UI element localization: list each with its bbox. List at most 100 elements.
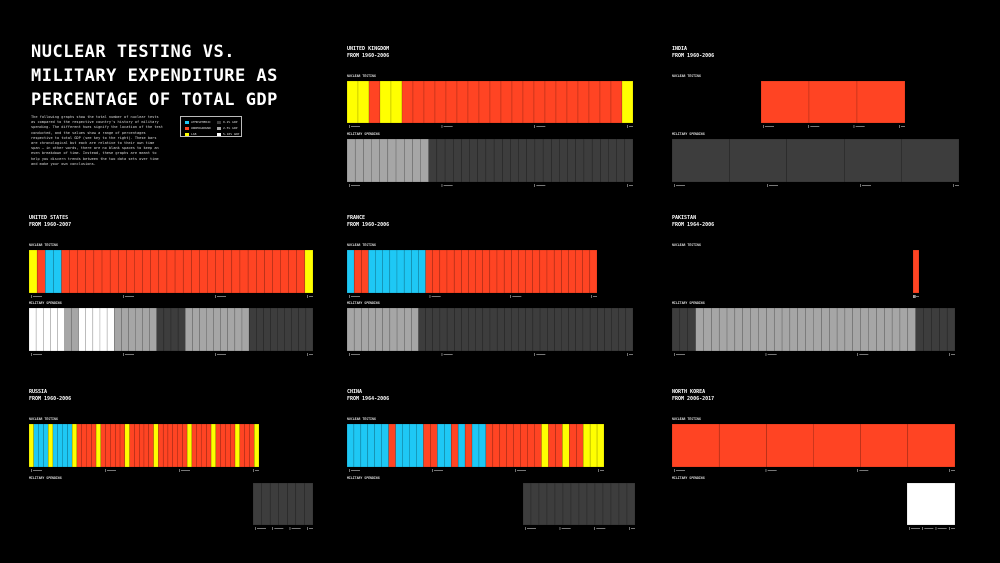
- military-segment: [551, 139, 560, 183]
- panel-title: RUSSIA FROM 1960-2006: [29, 389, 71, 403]
- nuclear-segment: [468, 250, 476, 294]
- military-segment: [773, 308, 783, 352]
- axis-tick: [627, 353, 628, 356]
- military-segment: [468, 308, 476, 352]
- military-bar-3: [347, 308, 633, 356]
- axis-tick-label: [527, 528, 536, 529]
- nuclear-segment: [272, 250, 281, 294]
- military-segment: [277, 308, 285, 352]
- axis-tick-label: [765, 126, 774, 127]
- military-segment: [269, 483, 279, 526]
- nuclear-segment: [210, 424, 217, 468]
- nuclear-segment: [77, 250, 87, 294]
- military-segment: [608, 139, 617, 183]
- nuclear-segment: [153, 424, 159, 468]
- nuclear-bar-4: [913, 250, 919, 298]
- legend-label: 5-10% GDP: [223, 132, 240, 136]
- panel-title: PAKISTAN FROM 1964-2006: [672, 215, 714, 229]
- military-segment: [248, 308, 257, 352]
- panel-title: UNITED STATES FROM 1960-2007: [29, 215, 71, 229]
- axis-tick-label: [257, 528, 266, 529]
- military-segment: [530, 483, 540, 526]
- legend-item-high-gdp: 5-10% GDP: [217, 132, 239, 136]
- nuclear-segment: [69, 250, 78, 294]
- nuclear-testing-label: NUCLEAR TESTING: [672, 74, 701, 78]
- axis-tick-label: [309, 528, 313, 529]
- nuclear-segment: [539, 250, 548, 294]
- nuclear-segment: [913, 250, 919, 294]
- military-segment: [469, 139, 478, 183]
- nuclear-segment: [182, 424, 188, 468]
- military-segment: [354, 139, 364, 183]
- nuclear-segment: [856, 81, 905, 124]
- military-segment: [444, 139, 454, 183]
- nuclear-segment: [244, 424, 250, 468]
- nuclear-segment: [47, 424, 54, 468]
- military-segment: [568, 308, 576, 352]
- military-segment: [532, 308, 541, 352]
- military-segment: [184, 308, 193, 352]
- legend-label: 2-5% GDP: [223, 126, 238, 130]
- axis-tick: [765, 353, 767, 356]
- nuclear-segment: [401, 81, 414, 124]
- nuclear-segment: [247, 250, 257, 294]
- axis-tick-label: [769, 185, 778, 186]
- axis-tick-label: [512, 296, 522, 297]
- military-segment: [305, 308, 313, 352]
- nuclear-bar-3: [347, 250, 597, 298]
- nuclear-testing-label: NUCLEAR TESTING: [672, 243, 701, 247]
- military-segment: [35, 308, 44, 352]
- military-segment: [703, 308, 712, 352]
- nuclear-segment: [548, 424, 556, 468]
- military-segment: [99, 308, 108, 352]
- country-name: UNITED STATES: [29, 215, 69, 221]
- military-segment: [177, 308, 186, 352]
- nuclear-segment: [115, 424, 121, 468]
- country-name: INDIA: [672, 46, 688, 52]
- axis-tick: [31, 353, 32, 356]
- military-segment: [561, 308, 569, 352]
- military-segment: [813, 308, 822, 352]
- legend: ATMOSPHERIC UNDERGROUND LAB 0-2% GDP 2-5…: [180, 116, 242, 137]
- military-segment: [128, 308, 136, 352]
- military-segment: [899, 308, 909, 352]
- nuclear-testing-label: NUCLEAR TESTING: [29, 417, 58, 421]
- nuclear-segment: [166, 250, 176, 294]
- military-bar-7: [907, 483, 955, 530]
- nuclear-segment: [357, 81, 370, 124]
- legend-swatch: [185, 132, 189, 136]
- nuclear-segment: [361, 250, 369, 294]
- military-segment: [227, 308, 236, 352]
- nuclear-segment: [499, 424, 507, 468]
- military-segment: [578, 483, 588, 526]
- military-segment: [542, 139, 552, 183]
- nuclear-segment: [199, 250, 208, 294]
- nuclear-segment: [85, 250, 95, 294]
- military-segment: [436, 139, 446, 183]
- axis-tick: [857, 353, 858, 356]
- nuclear-segment: [534, 424, 542, 468]
- nuclear-segment: [518, 250, 526, 294]
- military-segment: [884, 308, 893, 352]
- nuclear-segment: [126, 250, 135, 294]
- nuclear-segment: [347, 424, 355, 468]
- nuclear-segment: [444, 424, 452, 468]
- military-segment: [439, 308, 448, 352]
- military-segment: [113, 308, 122, 352]
- axis-tick: [949, 527, 950, 530]
- nuclear-segment: [225, 424, 231, 468]
- country-name: PAKISTAN: [672, 215, 697, 221]
- nuclear-segment: [457, 424, 466, 468]
- military-segment: [868, 308, 877, 352]
- axis-tick-label: [309, 296, 313, 297]
- nuclear-segment: [546, 250, 555, 294]
- nuclear-segment: [907, 424, 955, 468]
- nuclear-segment: [368, 81, 381, 124]
- military-segment: [510, 139, 519, 183]
- nuclear-segment: [45, 250, 54, 294]
- nuclear-testing-label: NUCLEAR TESTING: [347, 74, 376, 78]
- military-segment: [220, 308, 228, 352]
- nuclear-bar-5: [29, 424, 259, 472]
- axis-tick: [860, 184, 861, 187]
- nuclear-segment: [544, 81, 557, 124]
